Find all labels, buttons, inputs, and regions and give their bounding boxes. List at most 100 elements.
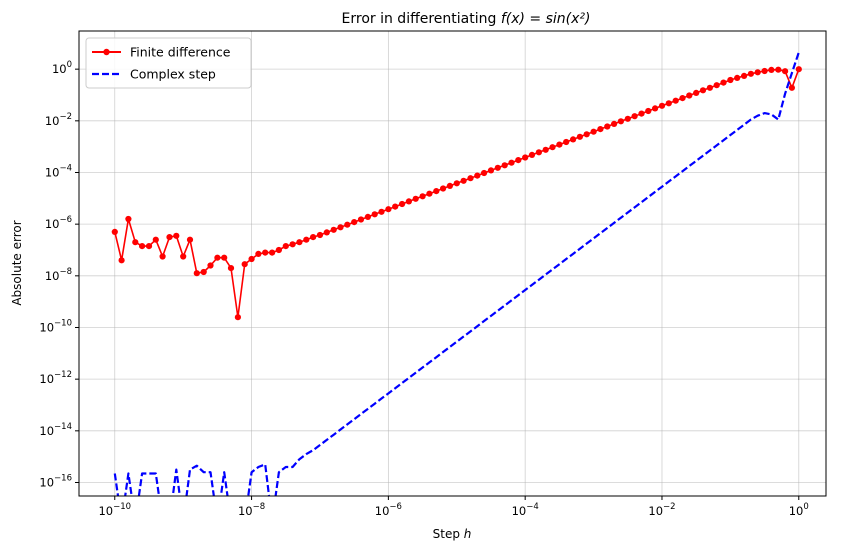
series-point-finite-difference — [241, 261, 248, 268]
series-point-finite-difference — [330, 226, 337, 233]
series-point-finite-difference — [323, 229, 330, 236]
y-tick-label: 10−4 — [45, 163, 72, 179]
x-tick-label: 100 — [789, 502, 809, 518]
y-tick-mantissa: 10 — [39, 475, 54, 489]
series-point-finite-difference — [515, 157, 522, 164]
series-point-finite-difference — [234, 314, 241, 321]
series-point-finite-difference — [139, 243, 146, 250]
series-point-finite-difference — [528, 151, 536, 158]
series-point-finite-difference — [193, 270, 200, 277]
series-point-finite-difference — [378, 208, 385, 215]
series-point-finite-difference — [460, 177, 467, 184]
y-tick-exponent: −2 — [59, 112, 72, 122]
series-point-finite-difference — [262, 249, 269, 256]
x-tick-label: 10−8 — [238, 502, 265, 518]
y-tick-mantissa: 10 — [45, 269, 60, 283]
series-point-finite-difference — [672, 97, 679, 104]
legend: Finite difference Complex step — [85, 37, 252, 89]
y-tick-mantissa: 10 — [39, 320, 54, 334]
y-tick-label: 10−2 — [45, 112, 72, 128]
series-point-finite-difference — [269, 249, 276, 256]
series-point-finite-difference — [720, 79, 727, 86]
series-point-finite-difference — [556, 141, 563, 148]
legend-entry-finite-difference: Finite difference — [92, 45, 231, 60]
y-tick-exponent: −6 — [59, 215, 72, 225]
series-point-finite-difference — [440, 185, 447, 192]
legend-entry-complex-step: Complex step — [92, 67, 216, 82]
y-tick-label: 10−6 — [45, 215, 72, 231]
y-tick-exponent: −12 — [54, 370, 72, 380]
series-layer — [111, 52, 802, 496]
series-point-finite-difference — [747, 70, 755, 77]
x-axis-ticks: 10−10 10−8 10−6 10−4 10−2 100 — [98, 496, 809, 518]
series-point-finite-difference — [652, 105, 659, 112]
series-point-finite-difference — [419, 193, 426, 200]
series-point-finite-difference — [180, 253, 187, 260]
series-point-finite-difference — [788, 84, 796, 91]
series-point-finite-difference — [255, 250, 262, 257]
x-axis-label: Step h — [433, 527, 472, 541]
series-point-finite-difference — [405, 198, 412, 205]
series-point-finite-difference — [214, 254, 221, 261]
y-tick-mantissa: 10 — [39, 372, 54, 386]
series-point-finite-difference — [111, 228, 118, 235]
series-point-finite-difference — [289, 241, 296, 248]
series-point-finite-difference — [570, 136, 577, 143]
y-tick-mantissa: 10 — [39, 424, 54, 438]
series-point-finite-difference — [316, 231, 324, 239]
y-tick-mantissa: 10 — [52, 62, 67, 76]
series-point-finite-difference — [351, 219, 358, 226]
grid — [79, 31, 826, 496]
series-point-finite-difference — [132, 239, 139, 246]
series-point-finite-difference — [542, 146, 549, 153]
x-tick-label: 10−2 — [648, 502, 675, 518]
series-point-finite-difference — [207, 262, 214, 269]
series-point-finite-difference — [617, 118, 625, 125]
series-point-finite-difference — [392, 203, 399, 210]
series-point-finite-difference — [481, 169, 488, 177]
series-point-finite-difference — [597, 126, 604, 133]
series-point-finite-difference — [152, 236, 159, 243]
y-tick-mantissa: 10 — [45, 165, 60, 179]
y-tick-exponent: −8 — [59, 267, 72, 277]
y-tick-label: 100 — [52, 60, 72, 76]
series-point-finite-difference — [467, 175, 474, 182]
series-point-finite-difference — [768, 66, 775, 73]
legend-label-complex-step: Complex step — [130, 67, 216, 82]
legend-box — [85, 37, 252, 89]
series-point-finite-difference — [221, 254, 228, 261]
y-tick-label: 10−10 — [39, 318, 72, 334]
series-point-finite-difference — [412, 195, 419, 202]
series-point-finite-difference — [686, 92, 693, 99]
series-point-finite-difference — [741, 72, 748, 79]
series-point-finite-difference — [399, 200, 406, 208]
series-point-finite-difference — [761, 67, 768, 75]
x-tick-exponent: −6 — [389, 502, 402, 512]
series-point-finite-difference — [433, 188, 440, 195]
series-point-finite-difference — [508, 159, 515, 166]
x-tick-label: 10−10 — [98, 502, 131, 518]
legend-label-finite-difference: Finite difference — [130, 45, 231, 60]
series-point-finite-difference — [624, 115, 631, 122]
y-axis-label: Absolute error — [10, 220, 24, 305]
series-point-finite-difference — [310, 234, 317, 241]
x-axis-label-text: Step — [433, 527, 464, 541]
series-point-finite-difference — [754, 69, 761, 76]
plot-frame — [78, 30, 827, 497]
series-point-finite-difference — [303, 236, 310, 243]
series-point-finite-difference — [501, 162, 508, 169]
series-point-finite-difference — [282, 243, 289, 250]
series-point-finite-difference — [166, 234, 173, 241]
series-point-finite-difference — [535, 149, 543, 156]
chart-title: Error in differentiating f(x) = sin(x²) — [342, 11, 591, 27]
series-point-finite-difference — [576, 133, 584, 140]
y-tick-label: 10−8 — [45, 267, 72, 283]
series-point-finite-difference — [699, 87, 707, 94]
x-tick-label: 10−6 — [375, 502, 402, 518]
x-tick-mantissa: 10 — [789, 504, 804, 518]
series-point-finite-difference — [645, 107, 652, 115]
x-tick-mantissa: 10 — [238, 504, 253, 518]
